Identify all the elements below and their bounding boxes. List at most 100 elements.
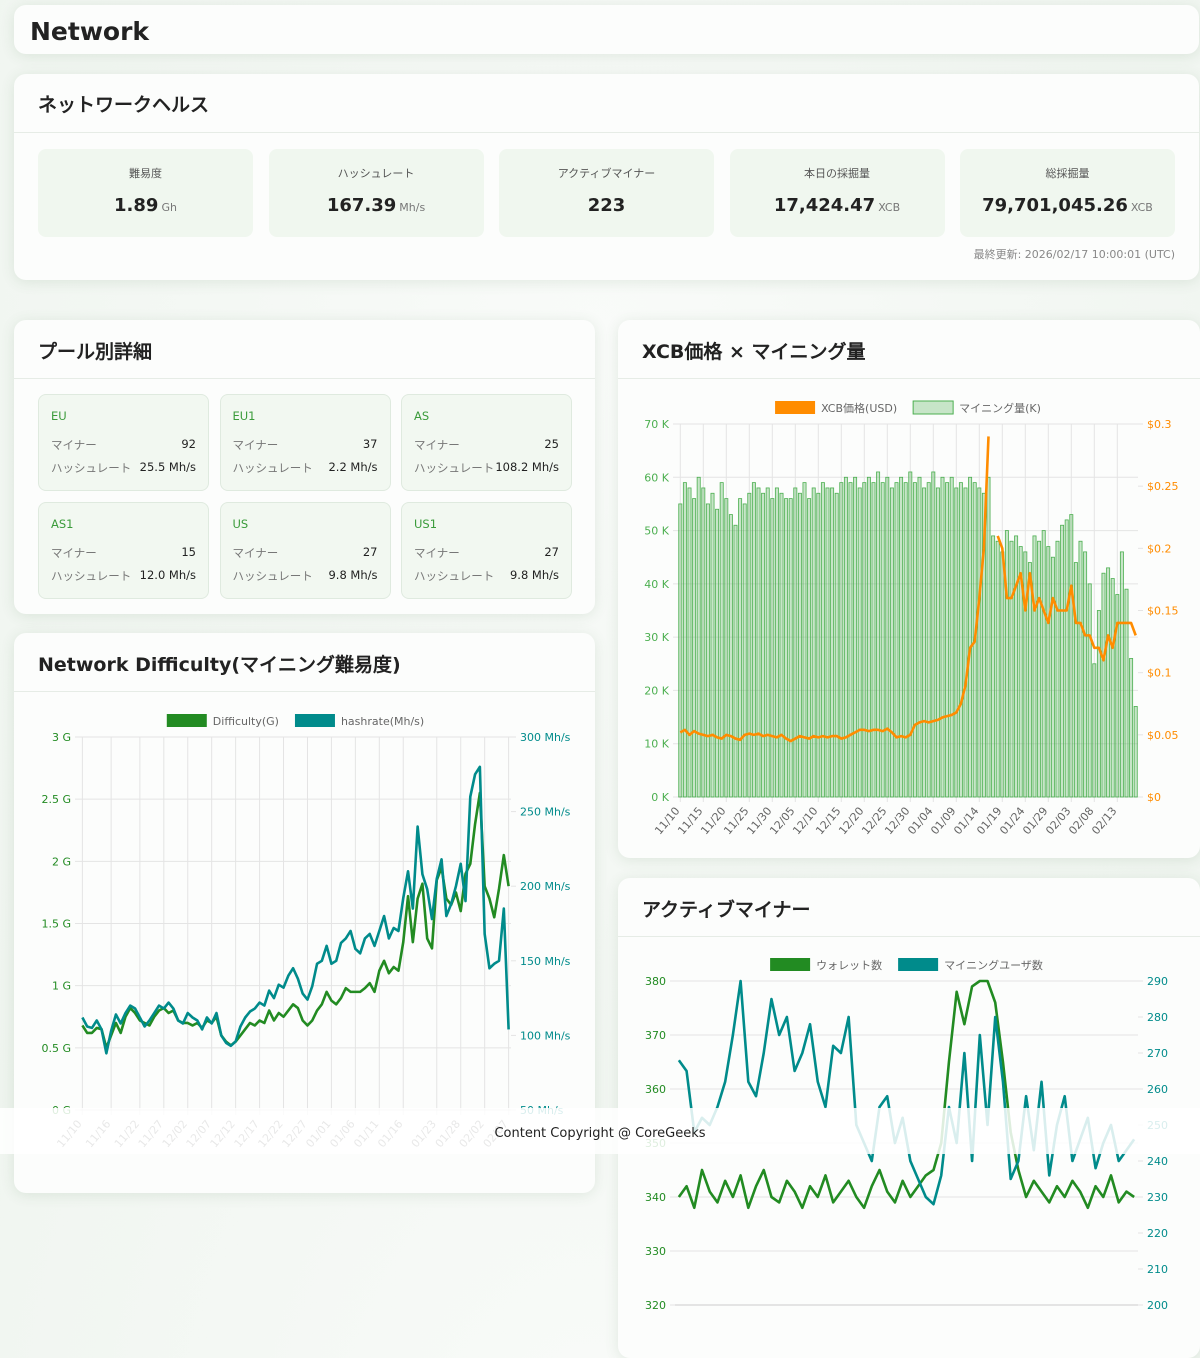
miner-row: マイナー 92 — [51, 437, 196, 453]
bar — [1078, 540, 1083, 798]
bar — [834, 492, 839, 798]
bar — [779, 492, 784, 798]
bar — [1101, 572, 1106, 798]
y2-tick-label: 100 Mh/s — [520, 1029, 571, 1042]
bar — [1000, 551, 1005, 798]
pool-name: EU1 — [232, 409, 256, 423]
bar — [968, 476, 973, 798]
bar — [977, 487, 982, 798]
bar — [1004, 530, 1009, 798]
y-tick-label: 3 G — [52, 731, 71, 744]
y-tick-label: 330 — [645, 1245, 666, 1258]
stat-value: 1.89 — [114, 195, 159, 216]
bar — [1133, 706, 1138, 798]
stat-label: アクティブマイナー — [557, 167, 656, 180]
bar — [995, 540, 1000, 798]
y2-tick-label: 290 — [1147, 975, 1168, 988]
bar — [1014, 535, 1019, 798]
miner-count: 15 — [181, 545, 196, 559]
header-card: Network — [14, 5, 1199, 54]
stat-value-row: 17,424.47 XCB — [730, 195, 945, 216]
stat-unit: XCB — [1130, 201, 1153, 214]
miner-count: 27 — [544, 545, 559, 559]
legend-swatch — [166, 714, 207, 727]
hashrate-row: ハッシュレート 25.5 Mh/s — [51, 460, 196, 476]
card-title: ネットワークヘルス — [38, 94, 210, 116]
stat-box: 難易度 1.89 Gh — [38, 149, 253, 237]
miner-row: マイナー 15 — [51, 545, 196, 561]
hashrate-row: ハッシュレート 9.8 Mh/s — [233, 568, 378, 584]
bar — [922, 487, 927, 798]
bar — [917, 476, 922, 798]
pool-box: AS マイナー 25 ハッシュレート 108.2 Mh/s — [401, 394, 572, 491]
legend-swatch — [912, 400, 954, 415]
pool-name: AS — [414, 409, 430, 423]
legend: ウォレット数 マイニングユーザ数 — [770, 958, 1043, 972]
stat-value-row: 223 — [499, 195, 714, 216]
stat-unit: XCB — [878, 201, 901, 214]
bar — [738, 498, 743, 798]
bar — [820, 482, 825, 798]
y-tick-label: 360 — [645, 1083, 666, 1096]
legend-swatch — [775, 401, 816, 414]
line-series — [679, 436, 1137, 743]
bar — [871, 482, 876, 798]
y2-tick-label: $0.2 — [1147, 542, 1172, 555]
line-series — [81, 791, 510, 1050]
pool-box: US1 マイナー 27 ハッシュレート 9.8 Mh/s — [401, 502, 572, 599]
miner-count: 27 — [362, 545, 378, 559]
y-tick-label: 20 K — [644, 684, 669, 697]
divider — [14, 691, 595, 692]
miner-count: 37 — [362, 437, 378, 451]
pool-box: EU マイナー 92 ハッシュレート 25.5 Mh/s — [38, 394, 209, 491]
hashrate-value: 9.8 Mh/s — [328, 568, 378, 582]
hashrate-label: ハッシュレート — [414, 569, 495, 583]
stat-unit: Gh — [161, 201, 177, 214]
bar — [705, 503, 710, 798]
bar — [1023, 551, 1028, 798]
miner-label: マイナー — [414, 438, 460, 452]
bar — [899, 476, 904, 798]
bar — [728, 514, 733, 798]
miner-row: マイナー 27 — [233, 545, 378, 561]
price-chart-card: XCB価格 × マイニング量 0 K 10 K 20 K 30 K 40 K 50 K 60… — [618, 320, 1200, 858]
stat-value-row: 79,701,045.26 XCB — [960, 195, 1175, 216]
y2-tick-label: 240 — [1147, 1155, 1168, 1168]
y-tick-label: 0.5 G — [41, 1042, 71, 1055]
bar — [963, 487, 968, 798]
y-tick-label: 50 K — [644, 525, 669, 538]
stat-value-row: 167.39 Mh/s — [269, 195, 484, 216]
bar — [797, 492, 802, 798]
bar — [830, 487, 835, 798]
bar — [1018, 546, 1023, 798]
stat-box: 総採掘量 79,701,045.26 XCB — [960, 149, 1175, 237]
y2-tick-label: $0.3 — [1147, 418, 1172, 431]
divider — [14, 378, 595, 379]
bar — [981, 492, 986, 798]
miner-label: マイナー — [232, 438, 279, 452]
y-tick-label: 1 G — [52, 980, 71, 993]
bar — [1124, 588, 1129, 798]
bar — [733, 524, 738, 798]
bar — [802, 482, 807, 798]
stat-value: 223 — [587, 195, 626, 216]
y-tick-label: 340 — [645, 1191, 666, 1204]
divider — [618, 378, 1200, 379]
y2-tick-label: $0.25 — [1147, 480, 1179, 493]
hashrate-row: ハッシュレート 9.8 Mh/s — [414, 568, 559, 584]
legend-swatch — [294, 714, 335, 727]
bar — [793, 487, 798, 798]
bar — [958, 482, 963, 798]
y2-tick-label: 230 — [1147, 1191, 1168, 1204]
bar — [894, 482, 899, 798]
stat-value-row: 1.89 Gh — [38, 195, 253, 216]
x-tick-label: 02/13 — [1089, 805, 1119, 838]
page-title: Network — [30, 17, 150, 46]
bar — [756, 487, 761, 798]
card-title: アクティブマイナー — [642, 899, 811, 921]
bar — [696, 476, 701, 798]
y-tick-label: 2.5 G — [41, 793, 71, 806]
miner-count: 25 — [544, 437, 559, 451]
legend-swatch — [770, 958, 811, 971]
bar — [1096, 610, 1101, 798]
